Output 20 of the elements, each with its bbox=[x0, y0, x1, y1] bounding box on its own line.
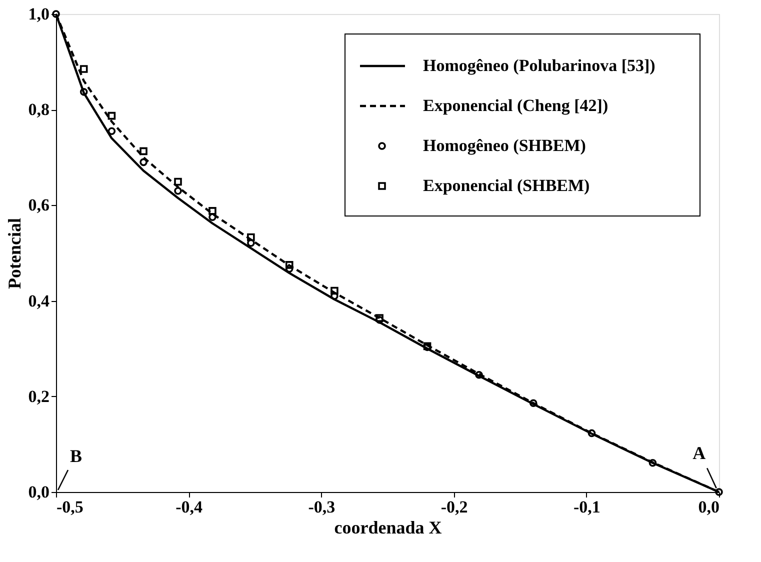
x-tick-label: -0,3 bbox=[308, 498, 336, 516]
y-tick-label: 1,0 bbox=[28, 4, 50, 24]
x-tick-label: -0,2 bbox=[440, 498, 468, 516]
y-tick-label: 0,4 bbox=[28, 291, 50, 310]
legend-label: Exponencial (SHBEM) bbox=[423, 176, 590, 195]
x-tick-label: 0,0 bbox=[698, 498, 720, 516]
y-axis-title: Potencial bbox=[4, 218, 24, 289]
x-tick-label: -0,1 bbox=[573, 498, 600, 516]
y-tick-label: 0,2 bbox=[28, 386, 50, 406]
annotation: B bbox=[70, 446, 82, 466]
y-tick-label: 0,6 bbox=[28, 196, 50, 215]
y-tick-label: 0,8 bbox=[28, 100, 50, 120]
legend-label: Homogêneo (Polubarinova [53]) bbox=[423, 56, 656, 75]
annotation: A bbox=[692, 442, 706, 463]
legend-label: Homogêneo (SHBEM) bbox=[423, 136, 586, 155]
legend-label: Exponencial (Cheng [42]) bbox=[423, 96, 608, 115]
x-tick-label: -0,5 bbox=[56, 498, 84, 516]
x-axis-title: coordenada X bbox=[334, 518, 442, 538]
x-tick-label: -0,4 bbox=[176, 498, 204, 516]
y-tick-label: 0,0 bbox=[28, 482, 50, 502]
